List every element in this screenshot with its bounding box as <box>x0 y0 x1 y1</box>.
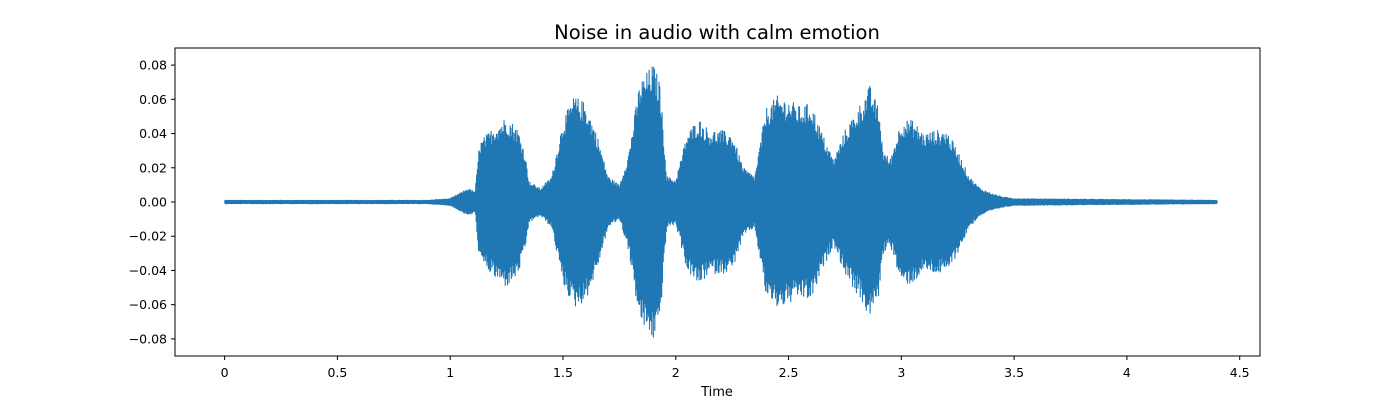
x-axis-title: Time <box>700 385 733 400</box>
x-tick-label: 0.5 <box>327 365 347 380</box>
x-tick-label: 2.5 <box>779 365 799 380</box>
x-tick-label: 0 <box>221 365 229 380</box>
x-tick-label: 4.5 <box>1230 365 1250 380</box>
x-tick-label: 2 <box>672 365 680 380</box>
plot-area <box>224 66 1218 338</box>
y-tick-label: −0.04 <box>129 263 167 278</box>
y-tick-label: 0.08 <box>139 58 167 73</box>
x-axis: 0 0.5 1 1.5 2 2.5 3 3.5 4 4.5 <box>221 356 1250 380</box>
y-axis: −0.08 −0.06 −0.04 −0.02 0.00 0.02 0.04 0.06 0.08 <box>129 58 175 346</box>
x-tick-label: 1.5 <box>553 365 573 380</box>
x-tick-label: 3.5 <box>1004 365 1024 380</box>
y-tick-label: −0.06 <box>129 297 167 312</box>
chart-title: Noise in audio with calm emotion <box>554 21 880 44</box>
y-tick-label: 0.00 <box>139 195 167 210</box>
x-tick-label: 3 <box>897 365 905 380</box>
y-tick-label: −0.02 <box>129 229 167 244</box>
x-tick-label: 4 <box>1123 365 1131 380</box>
x-tick-label: 1 <box>446 365 454 380</box>
y-tick-label: −0.08 <box>129 331 167 346</box>
y-tick-label: 0.02 <box>139 160 167 175</box>
waveform-line <box>224 66 1218 338</box>
y-tick-label: 0.04 <box>139 126 167 141</box>
y-tick-label: 0.06 <box>139 92 167 107</box>
